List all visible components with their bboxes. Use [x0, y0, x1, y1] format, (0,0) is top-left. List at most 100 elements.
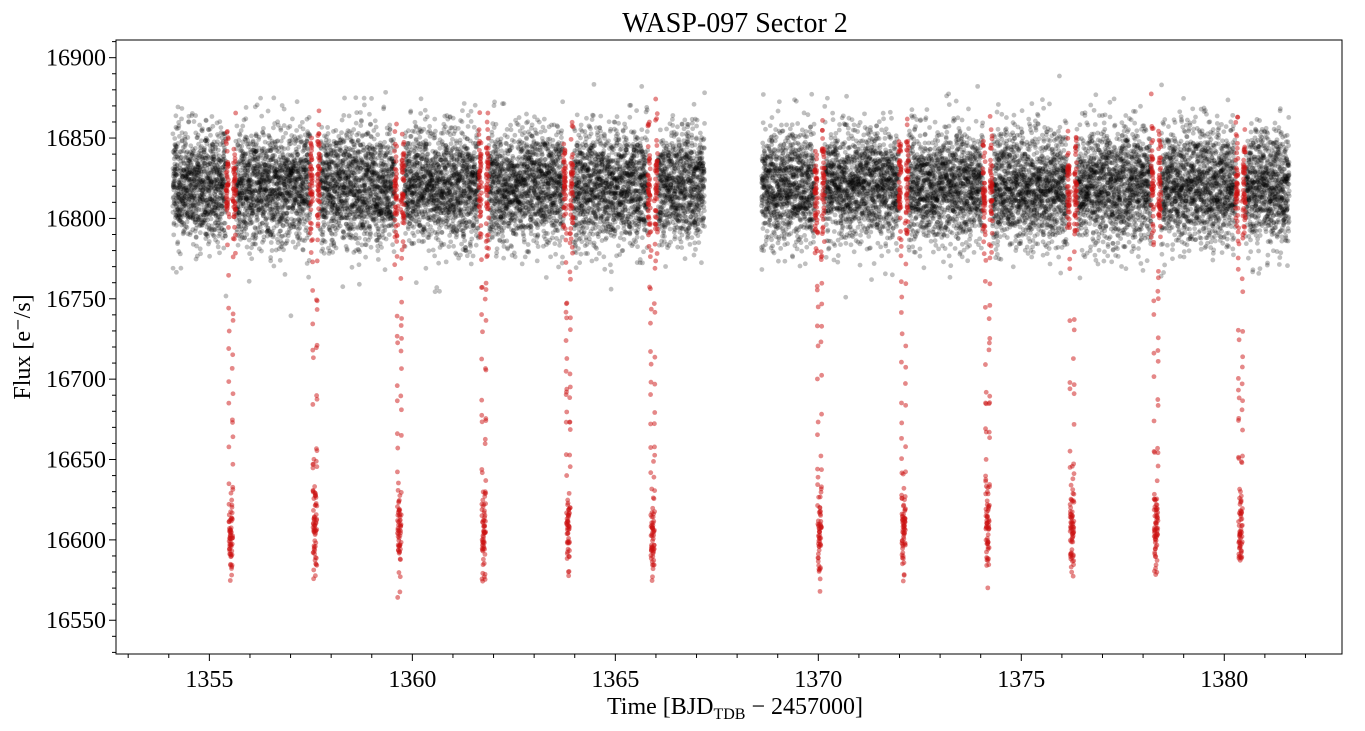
- flux-point: [320, 247, 325, 252]
- flux-point: [198, 230, 203, 235]
- flux-point: [245, 245, 250, 250]
- flux-point: [249, 134, 254, 139]
- flux-point: [259, 249, 264, 254]
- flux-point: [291, 240, 296, 245]
- flux-point: [244, 105, 249, 110]
- flux-point: [192, 119, 197, 124]
- flux-point: [261, 133, 266, 138]
- flux-point: [186, 119, 191, 124]
- flux-point: [269, 240, 274, 245]
- flux-point: [266, 109, 271, 114]
- flux-point: [200, 126, 205, 131]
- flux-point: [193, 113, 198, 118]
- flux-point: [325, 125, 330, 130]
- flux-point: [257, 135, 262, 140]
- flux-point: [217, 250, 222, 255]
- flux-point: [202, 146, 207, 151]
- flux-point: [170, 131, 175, 136]
- flux-point: [207, 254, 212, 259]
- flux-point: [295, 99, 300, 104]
- flux-point: [178, 251, 183, 256]
- flux-point: [173, 113, 178, 118]
- flux-point: [296, 145, 301, 150]
- flux-point: [340, 118, 345, 123]
- flux-point: [294, 128, 299, 133]
- flux-point: [345, 248, 350, 253]
- flux-point: [353, 95, 358, 100]
- flux-point: [254, 235, 259, 240]
- flux-point: [341, 230, 346, 235]
- flux-point: [198, 251, 203, 256]
- flux-point: [247, 279, 252, 284]
- flux-point: [304, 225, 309, 230]
- flux-point: [333, 232, 338, 237]
- flux-point: [340, 284, 345, 289]
- flux-point: [334, 246, 339, 251]
- flux-point: [323, 239, 328, 244]
- flux-point: [194, 235, 199, 240]
- flux-point: [339, 130, 344, 135]
- flux-point: [205, 138, 210, 143]
- flux-point: [172, 136, 177, 141]
- flux-point: [271, 125, 276, 130]
- flux-point: [224, 294, 229, 299]
- flux-point: [249, 256, 254, 261]
- flux-point: [290, 117, 295, 122]
- flux-point: [239, 144, 244, 149]
- flux-point: [253, 242, 258, 247]
- flux-point: [180, 106, 185, 111]
- flux-point: [216, 244, 221, 249]
- flux-point: [338, 224, 343, 229]
- flux-point: [254, 141, 259, 146]
- flux-point: [261, 126, 266, 131]
- flux-point: [350, 265, 355, 270]
- flux-point: [301, 127, 306, 132]
- flux-point: [321, 230, 326, 235]
- flux-point: [185, 225, 190, 230]
- flux-point: [236, 243, 241, 248]
- flux-point: [179, 266, 184, 271]
- flux-point: [297, 231, 302, 236]
- flux-point: [171, 232, 176, 237]
- flux-point: [183, 142, 188, 147]
- flux-point: [179, 116, 184, 121]
- flux-point: [259, 114, 264, 119]
- flux-point: [215, 240, 220, 245]
- flux-point: [285, 211, 290, 216]
- flux-point: [223, 221, 228, 226]
- flux-point: [247, 251, 252, 256]
- flux-point: [268, 258, 273, 263]
- flux-point: [347, 114, 352, 119]
- flux-point: [271, 233, 276, 238]
- flux-point: [216, 148, 221, 153]
- flux-point: [217, 119, 222, 124]
- flux-point: [210, 114, 215, 119]
- flux-point: [357, 249, 362, 254]
- flux-point: [264, 221, 269, 226]
- flux-point: [357, 262, 362, 267]
- flux-point: [298, 134, 303, 139]
- flux-point: [260, 229, 265, 234]
- flux-point: [278, 228, 283, 233]
- flux-point: [218, 216, 223, 221]
- flux-point: [322, 251, 327, 256]
- flux-point: [177, 123, 182, 128]
- flux-point: [281, 247, 286, 252]
- flux-point: [223, 234, 228, 239]
- flux-point: [287, 124, 292, 129]
- flux-point: [285, 238, 290, 243]
- flux-point: [198, 246, 203, 251]
- flux-point: [330, 250, 335, 255]
- flux-point: [342, 96, 347, 101]
- flux-point: [333, 128, 338, 133]
- flux-point: [238, 133, 243, 138]
- flux-point: [210, 124, 215, 129]
- flux-point: [289, 313, 294, 318]
- flux-point: [196, 133, 201, 138]
- flux-point: [254, 213, 259, 218]
- flux-point: [282, 107, 287, 112]
- flux-point: [240, 124, 245, 129]
- flux-point: [204, 118, 209, 123]
- flux-point: [234, 124, 239, 129]
